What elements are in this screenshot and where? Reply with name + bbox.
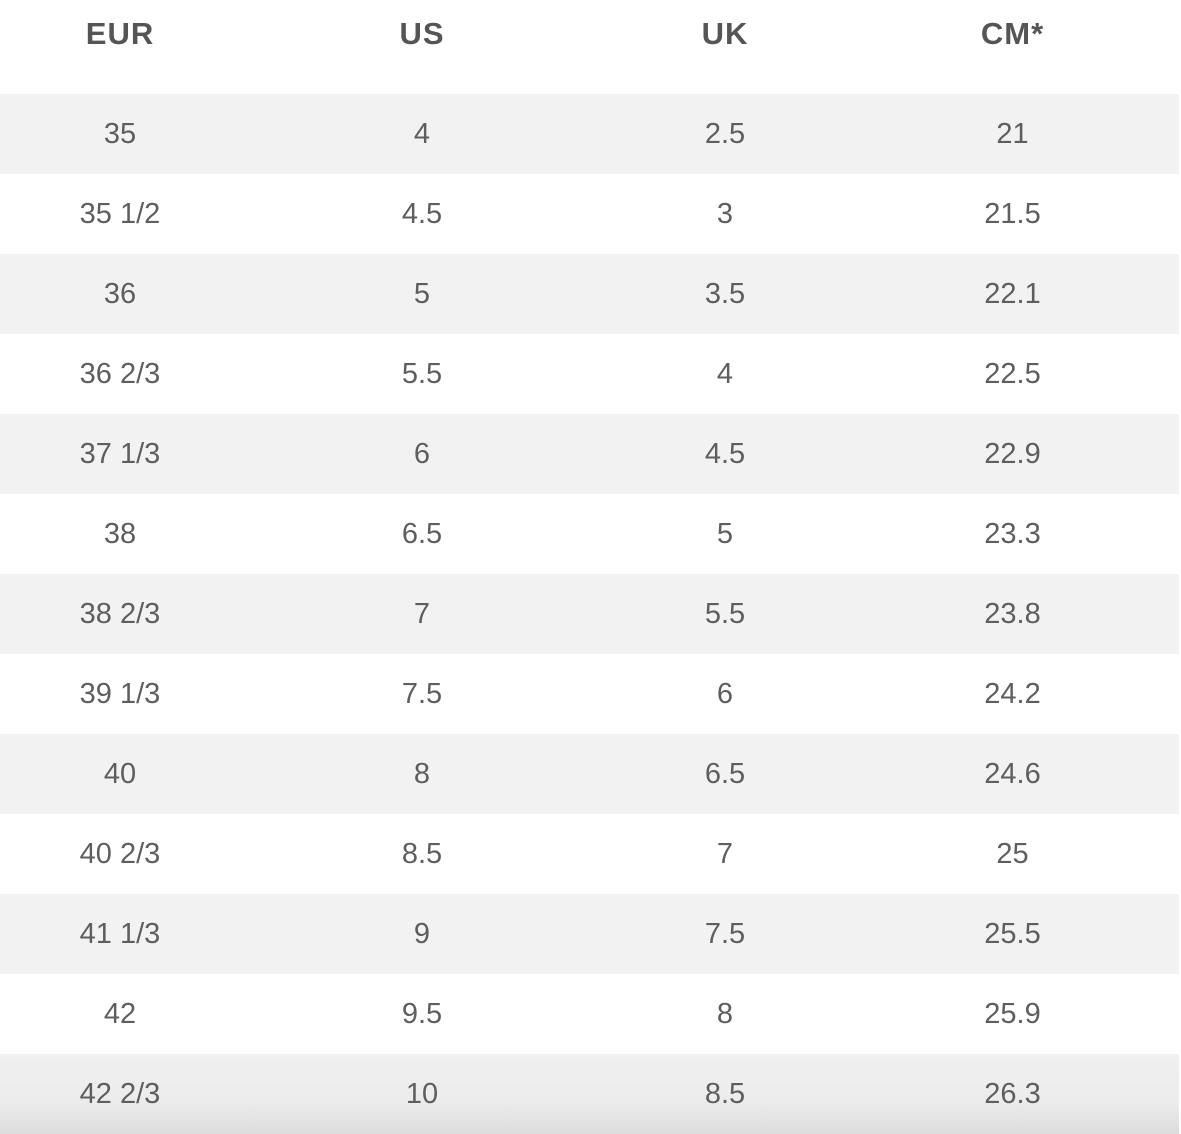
cell-cm: 25.5 [846, 894, 1179, 974]
cell-cm: 21 [846, 94, 1179, 174]
cell-us: 9.5 [240, 974, 604, 1054]
cell-uk: 2.5 [604, 94, 846, 174]
header-cm-label: CM* [980, 16, 1045, 51]
cell-eur: 41 1/3 [0, 894, 240, 974]
header-uk-label: UK [701, 16, 749, 51]
header-us: US [240, 0, 604, 94]
table-row: 40 8 6.5 24.6 [0, 734, 1179, 814]
table-body: 35 4 2.5 21 35 1/2 4.5 3 21.5 36 5 3.5 22.1 36 2/3 5.… [0, 94, 1179, 1134]
cell-cm: 21.5 [846, 174, 1179, 254]
cell-cm: 25.9 [846, 974, 1179, 1054]
table-row: 40 2/3 8.5 7 25 [0, 814, 1179, 894]
cell-eur: 35 1/2 [0, 174, 240, 254]
table-row: 35 4 2.5 21 [0, 94, 1179, 174]
cell-us: 5.5 [240, 334, 604, 414]
table-row: 36 2/3 5.5 4 22.5 [0, 334, 1179, 414]
cell-eur: 39 1/3 [0, 654, 240, 734]
header-eur: EUR [0, 0, 240, 94]
cell-eur: 38 [0, 494, 240, 574]
cell-us: 6.5 [240, 494, 604, 574]
cell-uk: 7 [604, 814, 846, 894]
header-cm: CM* [846, 0, 1179, 94]
cell-cm: 24.6 [846, 734, 1179, 814]
cell-uk: 8 [604, 974, 846, 1054]
cell-eur: 42 2/3 [0, 1054, 240, 1134]
header-eur-label: EUR [85, 16, 155, 51]
cell-uk: 5.5 [604, 574, 846, 654]
table-row: 37 1/3 6 4.5 22.9 [0, 414, 1179, 494]
cell-uk: 3 [604, 174, 846, 254]
cell-uk: 4 [604, 334, 846, 414]
cell-us: 7 [240, 574, 604, 654]
cell-us: 4.5 [240, 174, 604, 254]
cell-cm: 23.3 [846, 494, 1179, 574]
cell-eur: 37 1/3 [0, 414, 240, 494]
cell-cm: 22.9 [846, 414, 1179, 494]
cell-us: 8 [240, 734, 604, 814]
cell-uk: 4.5 [604, 414, 846, 494]
cell-cm: 26.3 [846, 1054, 1179, 1134]
cell-us: 6 [240, 414, 604, 494]
header-us-label: US [399, 16, 445, 51]
table-row: 41 1/3 9 7.5 25.5 [0, 894, 1179, 974]
table-header: EUR US UK CM* [0, 0, 1179, 94]
cell-us: 9 [240, 894, 604, 974]
cell-us: 4 [240, 94, 604, 174]
cell-uk: 6.5 [604, 734, 846, 814]
cell-eur: 38 2/3 [0, 574, 240, 654]
cell-uk: 3.5 [604, 254, 846, 334]
cell-uk: 5 [604, 494, 846, 574]
cell-eur: 36 [0, 254, 240, 334]
cell-cm: 23.8 [846, 574, 1179, 654]
cell-cm: 25 [846, 814, 1179, 894]
cell-eur: 40 [0, 734, 240, 814]
cell-us: 10 [240, 1054, 604, 1134]
cell-eur: 42 [0, 974, 240, 1054]
cell-cm: 22.1 [846, 254, 1179, 334]
cell-uk: 7.5 [604, 894, 846, 974]
cell-cm: 24.2 [846, 654, 1179, 734]
header-row: EUR US UK CM* [0, 0, 1179, 94]
table-row: 35 1/2 4.5 3 21.5 [0, 174, 1179, 254]
cell-uk: 8.5 [604, 1054, 846, 1134]
cell-eur: 40 2/3 [0, 814, 240, 894]
cell-us: 8.5 [240, 814, 604, 894]
cell-uk: 6 [604, 654, 846, 734]
cell-us: 5 [240, 254, 604, 334]
cell-cm: 22.5 [846, 334, 1179, 414]
cell-eur: 35 [0, 94, 240, 174]
cell-us: 7.5 [240, 654, 604, 734]
table-row: 39 1/3 7.5 6 24.2 [0, 654, 1179, 734]
table-row: 42 2/3 10 8.5 26.3 [0, 1054, 1179, 1134]
table-row: 42 9.5 8 25.9 [0, 974, 1179, 1054]
table-row: 36 5 3.5 22.1 [0, 254, 1179, 334]
cell-eur: 36 2/3 [0, 334, 240, 414]
table-row: 38 6.5 5 23.3 [0, 494, 1179, 574]
table-row: 38 2/3 7 5.5 23.8 [0, 574, 1179, 654]
header-uk: UK [604, 0, 846, 94]
